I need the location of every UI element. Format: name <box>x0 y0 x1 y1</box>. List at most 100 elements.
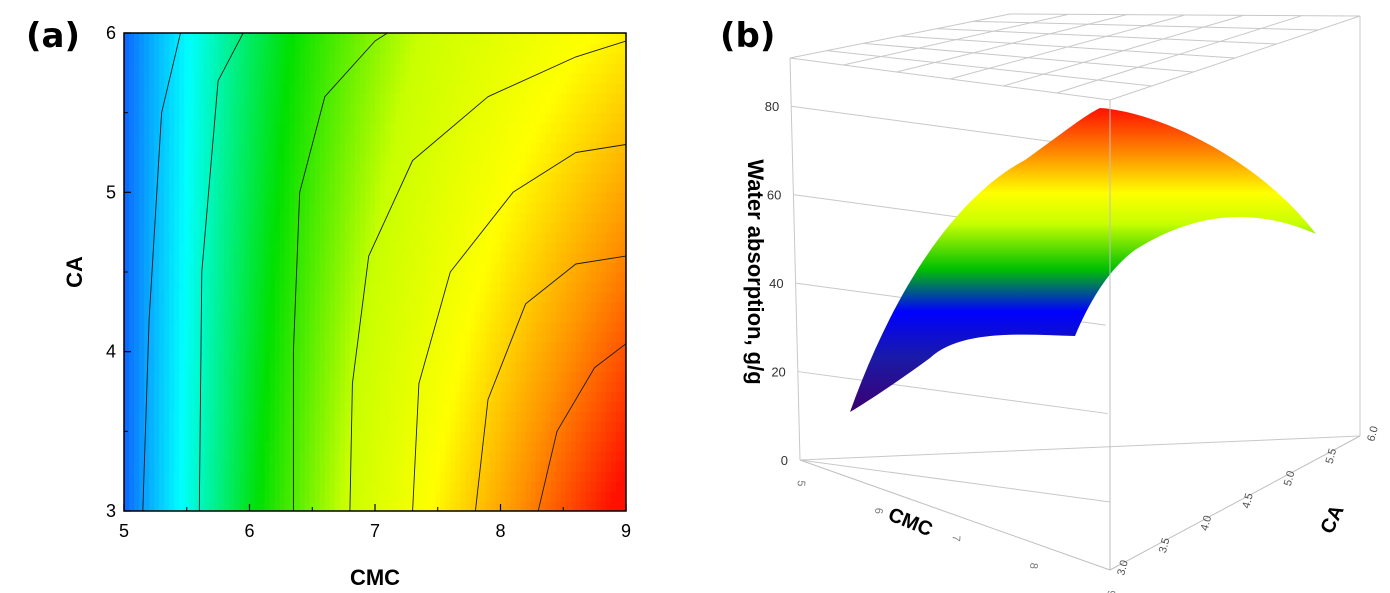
contour-cell <box>540 102 547 114</box>
contour-cell <box>405 501 411 511</box>
contour-cell <box>525 331 532 343</box>
contour-cell <box>515 441 522 452</box>
contour-cell <box>480 33 487 44</box>
contour-cell <box>339 72 346 84</box>
contour-cell <box>194 102 200 114</box>
contour-cell <box>124 381 130 393</box>
contour-cell <box>354 331 361 343</box>
contour-cell <box>450 341 456 353</box>
contour-cell <box>254 92 261 104</box>
contour-cell <box>440 361 446 373</box>
contour-cell <box>209 33 215 44</box>
contour-cell <box>505 401 512 413</box>
contour-cell <box>169 92 175 104</box>
contour-cell <box>450 361 456 373</box>
contour-cell <box>535 311 542 323</box>
contour-cell <box>440 331 446 343</box>
contour-cell <box>550 62 557 74</box>
contour-cell <box>590 62 597 74</box>
contour-cell <box>194 252 200 263</box>
contour-cell <box>179 421 185 432</box>
contour-cell <box>620 391 626 403</box>
contour-cell <box>294 351 301 363</box>
contour-cell <box>269 142 276 154</box>
contour-cell <box>294 52 301 64</box>
contour-cell <box>304 291 311 303</box>
contour-cell <box>435 461 441 472</box>
contour-cell <box>259 321 266 333</box>
contour-cell <box>415 331 421 343</box>
contour-cell <box>565 82 572 94</box>
contour-cell <box>329 451 336 462</box>
contour-cell <box>164 481 170 492</box>
contour-cell <box>194 451 200 462</box>
contour-cell <box>249 491 256 502</box>
contour-cell <box>284 252 291 263</box>
contour-cell <box>580 262 587 273</box>
contour-cell <box>375 33 381 44</box>
contour-cell <box>525 501 532 511</box>
contour-cell <box>530 192 537 203</box>
contour-cell <box>259 461 266 472</box>
contour-cell <box>319 421 326 432</box>
contour-cell <box>465 451 471 462</box>
contour-cell <box>600 451 607 462</box>
contour-cell <box>154 461 160 472</box>
contour-cell <box>189 152 195 164</box>
contour-cell <box>179 42 185 54</box>
contour-cell <box>159 252 165 263</box>
contour-cell <box>214 311 220 323</box>
contour-cell <box>580 272 587 283</box>
contour-cell <box>615 481 622 492</box>
contour-cell <box>194 281 200 293</box>
contour-cell <box>329 481 336 492</box>
contour-cell <box>510 321 517 333</box>
contour-cell <box>480 212 487 223</box>
contour-cell <box>139 381 145 393</box>
contour-cell <box>124 192 130 203</box>
contour-cell <box>339 212 346 223</box>
contour-cell <box>139 232 145 243</box>
contour-cell <box>380 272 386 283</box>
contour-cell <box>425 33 431 44</box>
contour-cell <box>405 281 411 293</box>
contour-cell <box>284 92 291 104</box>
contour-cell <box>495 421 502 432</box>
contour-cell <box>194 301 200 313</box>
contour-cell <box>254 172 261 183</box>
contour-cell <box>219 411 225 422</box>
contour-cell <box>194 232 200 243</box>
contour-cell <box>575 212 582 223</box>
contour-cell <box>344 421 351 432</box>
contour-cell <box>184 232 190 243</box>
contour-cell <box>465 351 471 363</box>
contour-cell <box>435 451 441 462</box>
contour-cell <box>344 491 351 502</box>
contour-cell <box>535 451 542 462</box>
contour-cell <box>550 112 557 124</box>
contour-cell <box>369 162 376 174</box>
contour-cell <box>264 102 271 114</box>
contour-cell <box>304 461 311 472</box>
contour-cell <box>234 212 241 223</box>
contour-cell <box>615 281 622 293</box>
contour-cell <box>309 152 316 164</box>
contour-cell <box>139 331 145 343</box>
contour-cell <box>334 82 341 94</box>
contour-cell <box>550 361 557 373</box>
contour-cell <box>134 421 140 432</box>
contour-cell <box>149 92 155 104</box>
contour-cell <box>445 272 451 283</box>
contour-cell <box>460 421 466 432</box>
contour-cell <box>169 152 175 164</box>
contour-cell <box>239 401 246 413</box>
contour-cell <box>435 62 441 74</box>
contour-cell <box>565 112 572 124</box>
contour-cell <box>254 122 261 134</box>
contour-cell <box>164 301 170 313</box>
contour-cell <box>465 172 471 183</box>
contour-cell <box>334 202 341 213</box>
contour-cell <box>400 311 406 323</box>
contour-cell <box>219 291 225 303</box>
contour-cell <box>329 33 336 44</box>
